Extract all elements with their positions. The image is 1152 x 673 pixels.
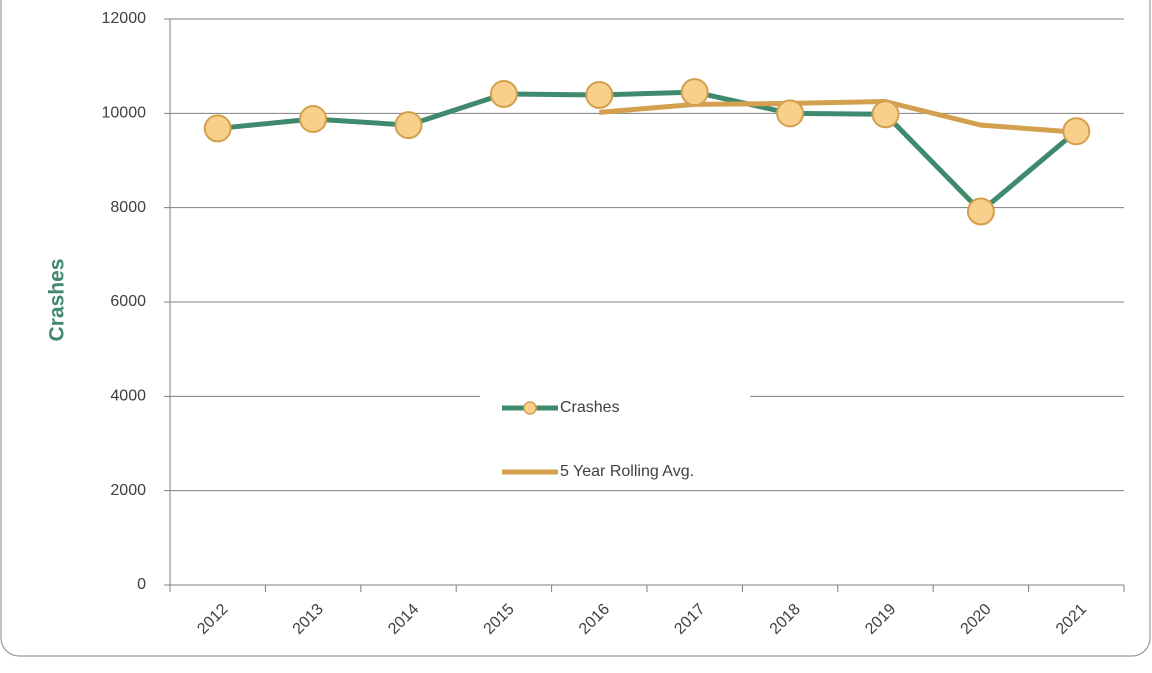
data-point — [585, 80, 614, 109]
data-point — [680, 78, 709, 107]
data-point — [299, 104, 328, 133]
legend-marker — [523, 401, 537, 415]
series-line — [217, 89, 1078, 214]
legend-label: 5 Year Rolling Avg. — [560, 463, 694, 480]
y-axis-title: Crashes — [46, 259, 69, 342]
data-point — [489, 79, 518, 108]
y-tick-label: 12000 — [102, 10, 147, 27]
y-tick-label: 4000 — [110, 388, 146, 405]
y-tick-label: 8000 — [110, 199, 146, 216]
y-tick-label: 2000 — [110, 482, 146, 499]
y-tick-label: 6000 — [110, 293, 146, 310]
chart-frame — [0, 0, 1151, 657]
y-tick-label: 0 — [137, 576, 146, 593]
data-point — [776, 99, 805, 128]
data-point — [1062, 117, 1091, 146]
y-tick-label: 10000 — [102, 105, 147, 122]
series-line — [599, 99, 1077, 135]
legend-label: Crashes — [560, 399, 620, 416]
data-point — [394, 111, 423, 140]
data-point — [871, 100, 900, 129]
data-point — [966, 197, 995, 226]
data-point — [203, 114, 232, 143]
